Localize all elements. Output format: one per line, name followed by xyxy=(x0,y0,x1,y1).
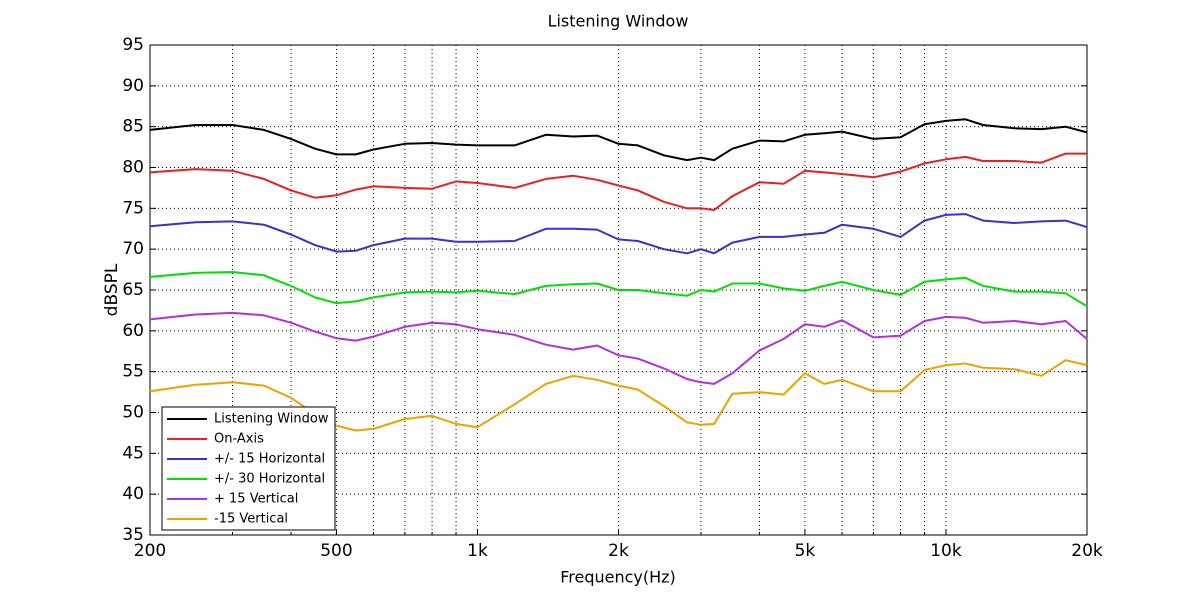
y-tick-label: 50 xyxy=(122,403,144,423)
legend: Listening Window On-Axis +/- 15 Horizontal… xyxy=(161,406,336,531)
x-tick-label: 10k xyxy=(930,541,962,561)
x-axis-label: Frequency(Hz) xyxy=(560,568,676,587)
legend-label: On-Axis xyxy=(214,432,264,447)
chart-title: Listening Window xyxy=(548,12,689,31)
y-tick-label: 75 xyxy=(122,198,144,218)
y-tick-label: 55 xyxy=(122,362,144,382)
y-tick-label: 45 xyxy=(122,443,144,463)
series-line xyxy=(149,118,1088,162)
y-tick-label: 95 xyxy=(122,35,144,55)
y-tick-label: 65 xyxy=(122,280,144,300)
legend-label: -15 Vertical xyxy=(214,512,288,527)
x-tick-label: 500 xyxy=(320,541,352,561)
legend-label: Listening Window xyxy=(214,412,329,427)
x-tick-label: 200 xyxy=(134,541,166,561)
series-line xyxy=(149,311,1088,385)
y-tick-label: 35 xyxy=(122,525,144,545)
plot-frame xyxy=(149,44,1088,536)
y-tick-label: 85 xyxy=(122,117,144,137)
series-line xyxy=(149,152,1087,211)
x-tick-label: 20k xyxy=(1071,541,1103,561)
y-tick-label: 80 xyxy=(122,158,144,178)
series-line xyxy=(149,213,1088,255)
legend-box xyxy=(161,406,336,531)
legend-label: + 15 Vertical xyxy=(214,492,298,507)
series-line xyxy=(149,271,1088,308)
x-tick-label: 1k xyxy=(467,541,488,561)
y-tick-label: 90 xyxy=(122,76,144,96)
legend-label: +/- 15 Horizontal xyxy=(214,452,325,467)
series-line xyxy=(149,359,1088,432)
x-tick-label: 2k xyxy=(608,541,629,561)
y-tick-label: 40 xyxy=(122,484,144,504)
y-tick-label: 70 xyxy=(122,239,144,259)
y-axis-label: dBSPL xyxy=(102,263,122,316)
y-tick-label: 60 xyxy=(122,321,144,341)
x-tick-label: 5k xyxy=(795,541,816,561)
legend-label: +/- 30 Horizontal xyxy=(214,472,325,487)
